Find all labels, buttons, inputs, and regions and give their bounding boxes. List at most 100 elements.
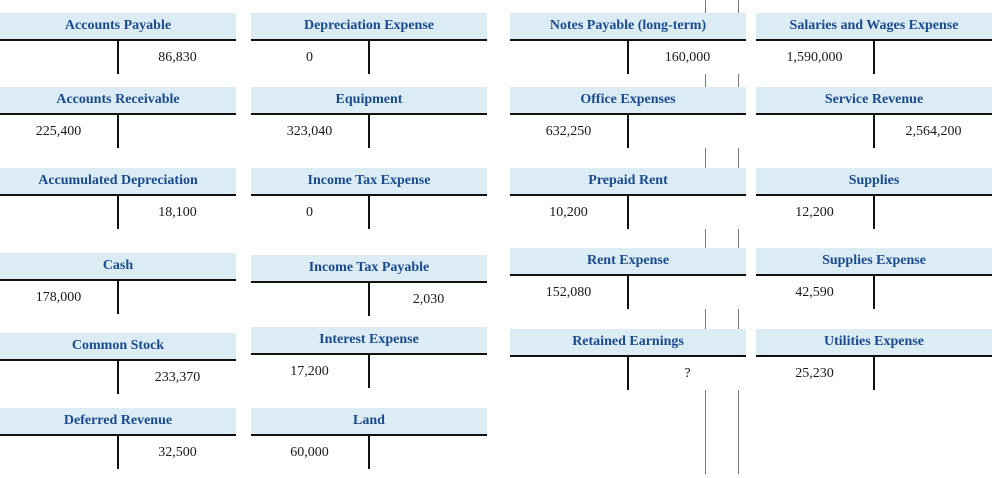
debit-value: [0, 436, 117, 469]
debit-value: [510, 357, 627, 390]
t-account-deferred-revenue: Deferred Revenue 32,500: [0, 408, 236, 478]
page-divider-line: [705, 0, 706, 474]
account-title: Utilities Expense: [756, 329, 992, 355]
account-title: Common Stock: [0, 333, 236, 359]
account-divider: [627, 357, 629, 390]
debit-value: 42,590: [756, 276, 873, 309]
account-rule: [251, 39, 487, 41]
account-rule: [510, 355, 746, 357]
debit-value: 152,080: [510, 276, 627, 309]
account-divider: [117, 361, 119, 394]
account-rule: [0, 359, 236, 361]
account-title: Office Expenses: [510, 87, 746, 113]
account-title: Equipment: [251, 87, 487, 113]
t-account-cash: Cash 178,000: [0, 253, 236, 323]
account-divider: [873, 115, 875, 148]
credit-value: [370, 41, 487, 74]
credit-value: [875, 276, 992, 309]
account-title: Income Tax Payable: [251, 255, 487, 281]
debit-value: [0, 361, 117, 394]
t-account-accounts-receivable: Accounts Receivable 225,400: [0, 87, 236, 157]
credit-value: [119, 115, 236, 148]
credit-value: [370, 436, 487, 469]
account-divider: [368, 436, 370, 469]
account-rule: [0, 434, 236, 436]
credit-value: 2,564,200: [875, 115, 992, 148]
account-rule: [0, 39, 236, 41]
account-divider: [368, 41, 370, 74]
debit-value: 1,590,000: [756, 41, 873, 74]
credit-value: [629, 196, 746, 229]
account-rule: [251, 434, 487, 436]
debit-value: 10,200: [510, 196, 627, 229]
account-title: Accounts Payable: [0, 13, 236, 39]
t-account-rent-expense: Rent Expense 152,080: [510, 248, 746, 318]
account-rule: [510, 113, 746, 115]
t-account-office-expenses: Office Expenses 632,250: [510, 87, 746, 157]
account-rule: [0, 194, 236, 196]
debit-value: [756, 115, 873, 148]
credit-value: 233,370: [119, 361, 236, 394]
debit-value: 0: [251, 196, 368, 229]
account-title: Income Tax Expense: [251, 168, 487, 194]
account-divider: [117, 41, 119, 74]
account-divider: [368, 283, 370, 316]
debit-value: 60,000: [251, 436, 368, 469]
debit-value: 0: [251, 41, 368, 74]
page-divider-line: [738, 0, 739, 474]
debit-value: 225,400: [0, 115, 117, 148]
account-title: Notes Payable (long-term): [510, 13, 746, 39]
t-account-income-tax-payable: Income Tax Payable 2,030: [251, 255, 487, 325]
account-divider: [627, 196, 629, 229]
account-rule: [756, 39, 992, 41]
t-account-interest-expense: Interest Expense 17,200: [251, 327, 487, 397]
debit-value: [510, 41, 627, 74]
account-rule: [251, 194, 487, 196]
account-divider: [117, 436, 119, 469]
debit-value: 17,200: [251, 355, 368, 388]
account-rule: [510, 39, 746, 41]
account-title: Accumulated Depreciation: [0, 168, 236, 194]
account-rule: [756, 194, 992, 196]
credit-value: [629, 115, 746, 148]
credit-value: [370, 196, 487, 229]
debit-value: 178,000: [0, 281, 117, 314]
account-rule: [756, 274, 992, 276]
debit-value: [0, 41, 117, 74]
credit-value: [119, 281, 236, 314]
account-title: Supplies: [756, 168, 992, 194]
account-title: Prepaid Rent: [510, 168, 746, 194]
account-rule: [756, 113, 992, 115]
credit-value: [875, 357, 992, 390]
debit-value: [251, 283, 368, 316]
debit-value: 12,200: [756, 196, 873, 229]
account-title: Land: [251, 408, 487, 434]
account-divider: [627, 276, 629, 309]
t-account-supplies: Supplies 12,200: [756, 168, 992, 238]
account-title: Accounts Receivable: [0, 87, 236, 113]
account-divider: [117, 196, 119, 229]
account-divider: [873, 196, 875, 229]
credit-value: 2,030: [370, 283, 487, 316]
account-title: Rent Expense: [510, 248, 746, 274]
account-divider: [368, 115, 370, 148]
account-title: Depreciation Expense: [251, 13, 487, 39]
account-rule: [510, 194, 746, 196]
credit-value: [629, 276, 746, 309]
account-divider: [873, 357, 875, 390]
t-account-prepaid-rent: Prepaid Rent 10,200: [510, 168, 746, 238]
credit-value: [370, 355, 487, 388]
t-account-accounts-payable: Accounts Payable 86,830: [0, 13, 236, 83]
t-account-supplies-expense: Supplies Expense 42,590: [756, 248, 992, 318]
credit-value: 86,830: [119, 41, 236, 74]
credit-value: [875, 41, 992, 74]
credit-value: [875, 196, 992, 229]
account-title: Supplies Expense: [756, 248, 992, 274]
account-divider: [117, 115, 119, 148]
t-account-utilities-expense: Utilities Expense 25,230: [756, 329, 992, 399]
account-rule: [0, 279, 236, 281]
account-divider: [368, 355, 370, 388]
account-title: Interest Expense: [251, 327, 487, 353]
t-account-accumulated-depreciation: Accumulated Depreciation 18,100: [0, 168, 236, 238]
account-title: Cash: [0, 253, 236, 279]
